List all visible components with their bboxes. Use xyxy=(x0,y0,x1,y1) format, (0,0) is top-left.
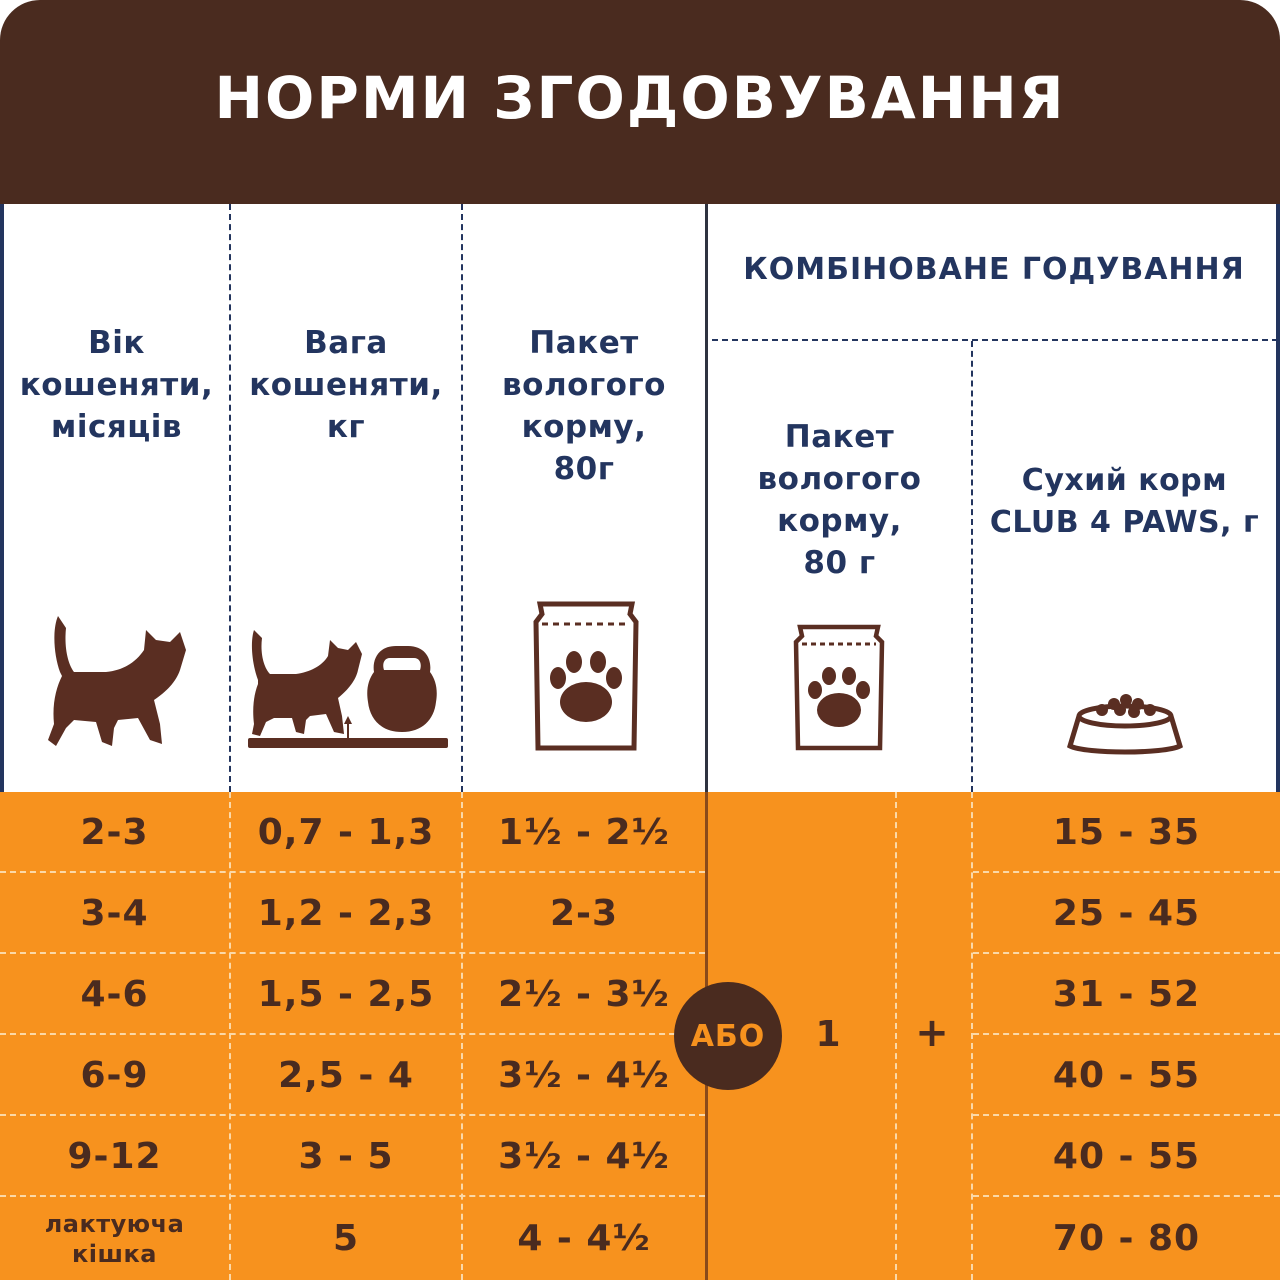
age-cell: лактуюча кішка xyxy=(0,1197,229,1280)
header-line: вологого xyxy=(757,461,922,497)
header-line: кошеняти, xyxy=(249,367,443,403)
weight-cell: 5 xyxy=(332,1218,360,1259)
wet-food-cell: 3½ - 4½ xyxy=(498,1054,670,1096)
weight-cell: 1,2 - 2,3 xyxy=(257,892,435,934)
plus-sign: + xyxy=(915,1010,949,1056)
combined-title-divider xyxy=(712,339,1278,341)
age-cell: 4-6 xyxy=(80,973,149,1015)
weight-cell: 2,5 - 4 xyxy=(278,1054,414,1096)
header-line: Пакет xyxy=(529,325,639,361)
row-divider xyxy=(973,1195,1280,1197)
wet-food-header: Пакет вологого корму, 80г xyxy=(463,322,705,490)
header-line: 80 г xyxy=(803,545,876,581)
weight-cell: 0,7 - 1,3 xyxy=(257,811,435,853)
age-header: Вік кошеняти, місяців xyxy=(4,322,229,448)
right-border xyxy=(1276,204,1280,792)
header-line: корму, xyxy=(777,503,902,539)
age-cell-line: кішка xyxy=(72,1239,157,1268)
weight-cell: 1,5 - 2,5 xyxy=(257,973,435,1015)
header-line: Вага xyxy=(304,325,388,361)
weight-header: Вага кошеняти, кг xyxy=(231,322,461,448)
dry-food-cell: 40 - 55 xyxy=(1052,1135,1201,1177)
row-divider xyxy=(973,1033,1280,1035)
dry-food-cell: 31 - 52 xyxy=(1052,973,1201,1015)
combined-wet-header: Пакет вологого корму, 80 г xyxy=(708,416,971,584)
wet-food-cell: 3½ - 4½ xyxy=(498,1135,670,1177)
dry-food-cell: 40 - 55 xyxy=(1052,1054,1201,1096)
header-line: Сухий корм xyxy=(1021,463,1228,498)
page-title: НОРМИ ЗГОДОВУВАННЯ xyxy=(214,64,1066,132)
header-line: вологого xyxy=(502,367,666,403)
left-border xyxy=(0,204,4,792)
column-divider xyxy=(229,792,231,1280)
food-bowl-icon xyxy=(1067,694,1183,755)
age-cell: 3-4 xyxy=(80,892,149,934)
or-badge: АБО xyxy=(674,982,782,1090)
age-cell: 6-9 xyxy=(80,1054,149,1096)
wet-food-cell: 2-3 xyxy=(549,892,619,934)
row-divider xyxy=(0,871,705,873)
row-divider xyxy=(0,1033,705,1035)
row-divider xyxy=(973,1114,1280,1116)
header-line: Пакет xyxy=(784,419,895,455)
pouch-paw-icon xyxy=(793,624,885,751)
header-line: CLUB 4 PAWS, г xyxy=(989,505,1260,540)
cat-kettlebell-icon xyxy=(248,630,448,748)
dry-food-cell: 15 - 35 xyxy=(1052,811,1201,853)
combined-wet-amount: 1 xyxy=(815,1014,841,1055)
header-divider xyxy=(461,204,463,792)
header-line: Вік xyxy=(88,325,145,361)
row-divider xyxy=(973,871,1280,873)
column-divider xyxy=(971,792,973,1280)
row-divider xyxy=(0,1114,705,1116)
combined-dry-header: Сухий корм CLUB 4 PAWS, г xyxy=(973,460,1276,544)
header-line: 80г xyxy=(553,451,615,487)
wet-food-cell: 4 - 4½ xyxy=(517,1218,651,1259)
header-divider xyxy=(971,341,973,792)
column-divider xyxy=(895,792,897,1280)
column-divider xyxy=(461,792,463,1280)
weight-cell: 3 - 5 xyxy=(298,1135,394,1177)
header-line: кг xyxy=(326,409,366,445)
dry-food-cell: 25 - 45 xyxy=(1052,892,1201,934)
age-cell: 2-3 xyxy=(80,811,149,853)
header-line: кошеняти, xyxy=(19,367,214,403)
feeding-table xyxy=(0,792,1280,1280)
pouch-paw-icon xyxy=(533,601,639,751)
age-cell-line: лактуюча xyxy=(44,1209,185,1238)
row-divider xyxy=(0,1195,705,1197)
header-divider xyxy=(229,204,231,792)
age-cell: 9-12 xyxy=(67,1135,162,1177)
cat-icon xyxy=(48,616,186,746)
header-line: корму, xyxy=(521,409,647,445)
dry-food-cell: 70 - 80 xyxy=(1052,1218,1201,1259)
header-line: місяців xyxy=(51,409,182,445)
wet-food-cell: 1½ - 2½ xyxy=(498,811,670,853)
row-divider xyxy=(0,952,705,954)
combined-feeding-title: КОМБІНОВАНЕ ГОДУВАННЯ xyxy=(743,252,1245,287)
title-banner: НОРМИ ЗГОДОВУВАННЯ xyxy=(0,0,1280,204)
wet-food-cell: 2½ - 3½ xyxy=(498,973,670,1015)
combined-divider xyxy=(705,204,708,792)
row-divider xyxy=(973,952,1280,954)
